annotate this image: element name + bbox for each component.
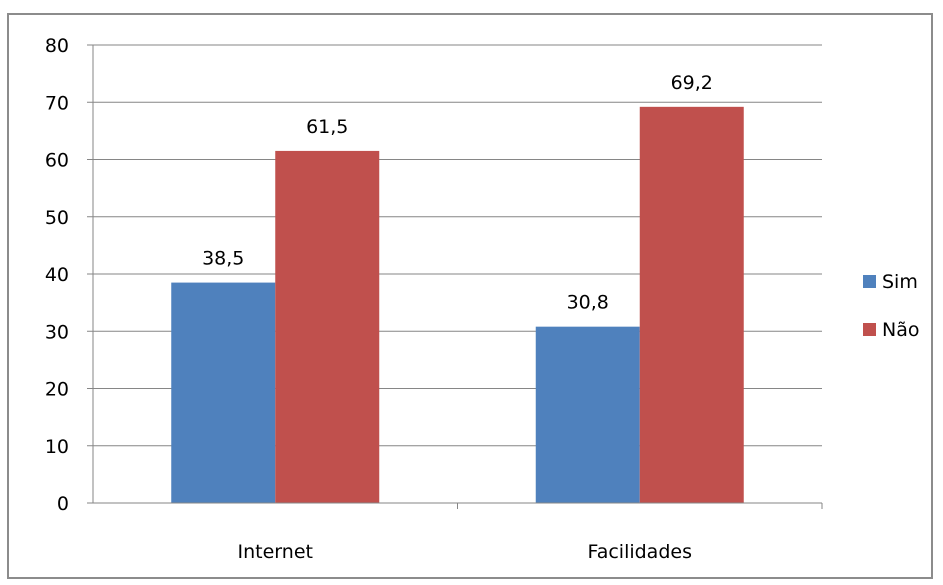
y-tick-label: 60: [45, 150, 69, 172]
x-category-label: Internet: [238, 541, 313, 563]
y-tick-label: 30: [45, 321, 69, 343]
bar-sim-internet: [171, 282, 276, 503]
data-label: 61,5: [306, 116, 348, 138]
chart-frame: [7, 13, 933, 579]
y-tick-label: 40: [45, 264, 69, 286]
y-tick-label: 10: [45, 436, 69, 458]
legend-swatch: [863, 275, 876, 288]
y-tick-label: 0: [57, 493, 69, 515]
y-tick-label: 70: [45, 92, 69, 114]
bar-no-facilidades: [639, 106, 744, 503]
bar-sim-facilidades: [535, 326, 640, 503]
bar-no-internet: [275, 150, 380, 503]
legend-swatch: [863, 323, 876, 336]
legend-label: Sim: [882, 271, 918, 293]
x-category-label: Facilidades: [588, 541, 692, 563]
y-tick-label: 50: [45, 207, 69, 229]
data-label: 38,5: [202, 248, 244, 270]
legend-label: Não: [882, 319, 919, 341]
data-label: 30,8: [567, 292, 609, 314]
y-tick-label: 80: [45, 35, 69, 57]
y-tick-label: 20: [45, 379, 69, 401]
data-label: 69,2: [671, 72, 713, 94]
